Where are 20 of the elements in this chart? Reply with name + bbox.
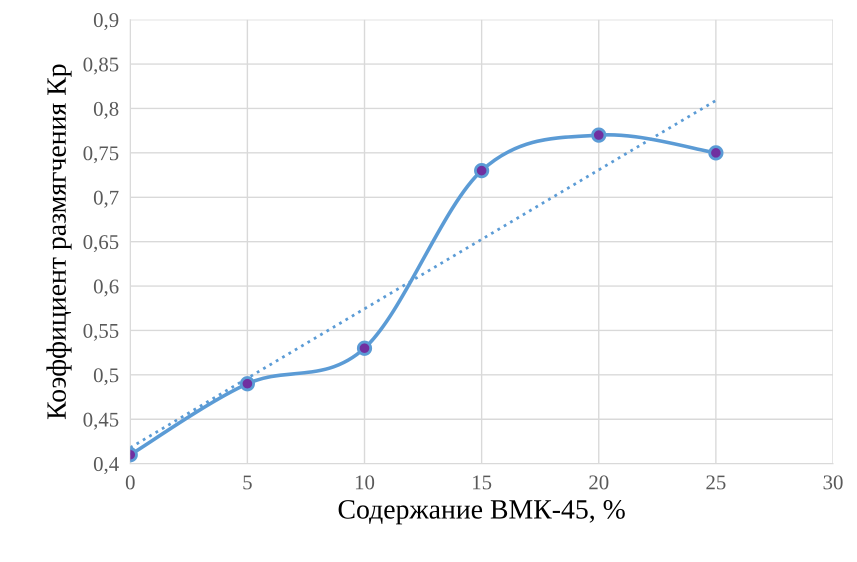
y-tick-label: 0,85	[83, 57, 118, 74]
y-tick-label: 0,65	[83, 235, 118, 252]
y-tick-label: 0,5	[94, 368, 118, 386]
y-axis-title: Коэффициент размягчения Кр	[46, 64, 72, 420]
y-tick-label: 0,8	[94, 102, 118, 119]
y-tick-label: 0,4	[94, 457, 119, 474]
x-tick-label: 10	[356, 475, 374, 490]
x-tick-label: 15	[473, 475, 492, 490]
x-tick-label: 25	[706, 475, 726, 490]
x-tick-label: 20	[589, 475, 608, 490]
y-tick-label: 0,7	[94, 190, 119, 208]
x-axis-title: Содержание ВМК-45, %	[338, 500, 625, 524]
x-tick-label: 30	[824, 475, 843, 490]
y-tick-label: 0,45	[83, 412, 118, 430]
y-tick-label: 0,55	[83, 324, 118, 341]
y-tick-label: 0,75	[83, 146, 118, 164]
x-tick-label: 0	[126, 475, 135, 490]
x-tick-label: 5	[243, 476, 252, 490]
y-tick-label: 0,6	[94, 279, 119, 296]
y-tick-label: 0,9	[94, 13, 118, 30]
